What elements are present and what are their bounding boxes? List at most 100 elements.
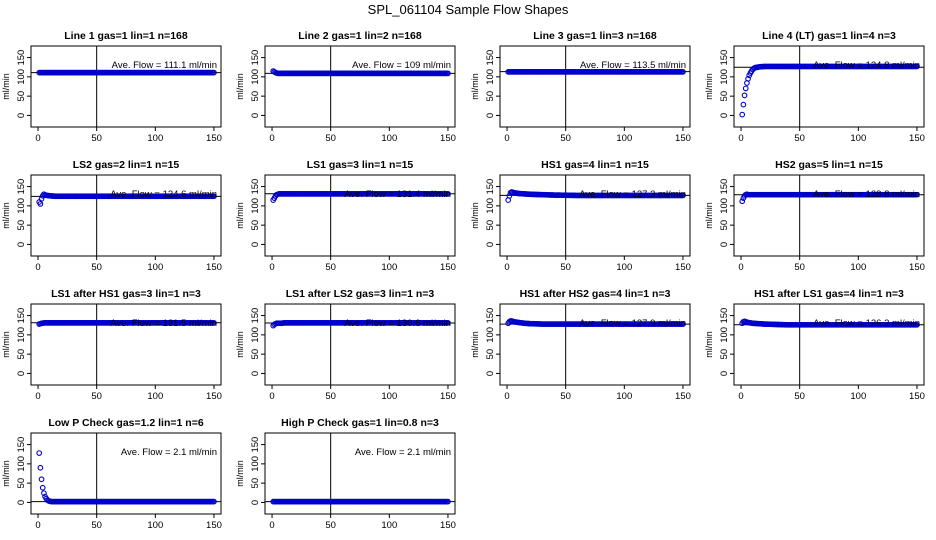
x-tick-label: 0 [35,520,40,531]
x-tick-label: 100 [147,262,163,273]
y-tick-label: 100 [16,456,27,472]
y-tick-label: 100 [719,198,730,214]
ave-flow-annotation: Ave. Flow = 111.1 ml/min [112,60,217,71]
y-tick-label: 0 [485,371,496,376]
plot-frame [264,45,456,128]
data-point [36,450,43,456]
x-tick-label: 150 [206,520,222,531]
y-axis-label: ml/min [1,202,11,229]
y-tick-label: 0 [16,113,27,118]
x-tick-label: 100 [381,133,397,144]
plot-frame [264,303,456,386]
y-tick-label: 150 [719,50,730,66]
ave-flow-annotation: Ave. Flow = 130.6 ml/min [344,318,451,329]
y-tick-label: 0 [16,500,27,505]
x-tick-label: 50 [91,520,102,531]
x-tick-label: 100 [616,133,632,144]
data-point [445,498,451,505]
x-tick-label: 0 [504,391,509,402]
data-point [680,192,686,199]
y-tick-label: 100 [719,69,730,85]
y-tick-label: 150 [250,50,261,66]
data-point [745,75,751,82]
panel-title: Low P Check gas=1.2 lin=1 n=6 [48,417,203,429]
y-tick-label: 0 [250,500,261,505]
data-point [739,198,746,205]
y-axis-label: ml/min [704,331,714,358]
x-tick-label: 100 [147,520,163,531]
x-tick-label: 50 [91,133,102,144]
x-tick-label: 0 [269,520,274,531]
y-axis-label: ml/min [470,73,480,100]
panel-title: HS1 gas=4 lin=1 n=15 [541,159,649,171]
x-tick-label: 100 [381,520,397,531]
panel-title: Line 2 gas=1 lin=2 n=168 [298,30,422,42]
data-point [740,101,747,108]
y-tick-label: 100 [250,69,261,85]
x-tick-label: 0 [269,262,274,273]
x-tick-label: 50 [91,262,102,273]
data-point [211,193,217,200]
x-tick-label: 0 [738,262,743,273]
x-tick-label: 100 [616,262,632,273]
x-tick-label: 100 [147,391,163,402]
y-axis-label: ml/min [1,331,11,358]
plot-frame [264,432,456,515]
y-tick-label: 150 [16,179,27,195]
plot-frame [733,45,925,128]
ave-flow-annotation: Ave. Flow = 127.3 ml/min [579,189,686,200]
y-tick-label: 150 [16,308,27,324]
x-tick-label: 0 [35,133,40,144]
data-point [38,476,45,483]
x-tick-label: 150 [440,391,456,402]
x-tick-label: 50 [325,391,336,402]
plot-frame [30,303,222,386]
y-tick-label: 150 [250,437,261,453]
y-axis-label: ml/min [470,331,480,358]
x-tick-label: 50 [560,133,571,144]
data-point [39,484,46,491]
y-axis-label: ml/min [1,460,11,487]
plot-frame [733,303,925,386]
x-tick-label: 150 [675,262,691,273]
y-tick-label: 50 [16,349,27,360]
y-tick-label: 150 [485,50,496,66]
y-tick-label: 0 [719,113,730,118]
data-point [914,63,920,70]
ave-flow-annotation: Ave. Flow = 124.8 ml/min [813,60,920,71]
plot-frame [264,174,456,257]
x-tick-label: 150 [206,262,222,273]
panel-title: LS1 gas=3 lin=1 n=15 [307,159,414,171]
data-point [445,191,451,197]
y-tick-label: 150 [16,50,27,66]
x-tick-label: 50 [560,262,571,273]
ave-flow-annotation: Ave. Flow = 124.6 ml/min [110,189,217,200]
data-point [37,201,44,207]
x-tick-label: 100 [850,391,866,402]
y-axis-label: ml/min [235,331,245,358]
ave-flow-annotation: Ave. Flow = 109 ml/min [352,60,451,71]
data-point [914,191,920,198]
y-tick-label: 100 [485,198,496,214]
y-tick-label: 50 [719,220,730,231]
y-tick-label: 50 [485,91,496,102]
y-tick-label: 0 [16,371,27,376]
panel-title: LS1 after LS2 gas=3 lin=1 n=3 [286,288,435,300]
panel-title: HS2 gas=5 lin=1 n=15 [775,159,883,171]
y-tick-label: 0 [719,371,730,376]
x-tick-label: 150 [440,520,456,531]
x-tick-label: 0 [35,391,40,402]
ave-flow-annotation: Ave. Flow = 2.1 ml/min [355,447,451,458]
x-tick-label: 150 [675,133,691,144]
x-tick-label: 150 [206,133,222,144]
plot-frame [30,174,222,257]
x-tick-label: 50 [325,520,336,531]
data-point [445,320,451,326]
x-tick-label: 50 [560,391,571,402]
x-tick-label: 50 [794,133,805,144]
data-point [680,68,686,75]
y-tick-label: 150 [719,308,730,324]
y-tick-label: 50 [250,91,261,102]
data-point [680,321,686,327]
